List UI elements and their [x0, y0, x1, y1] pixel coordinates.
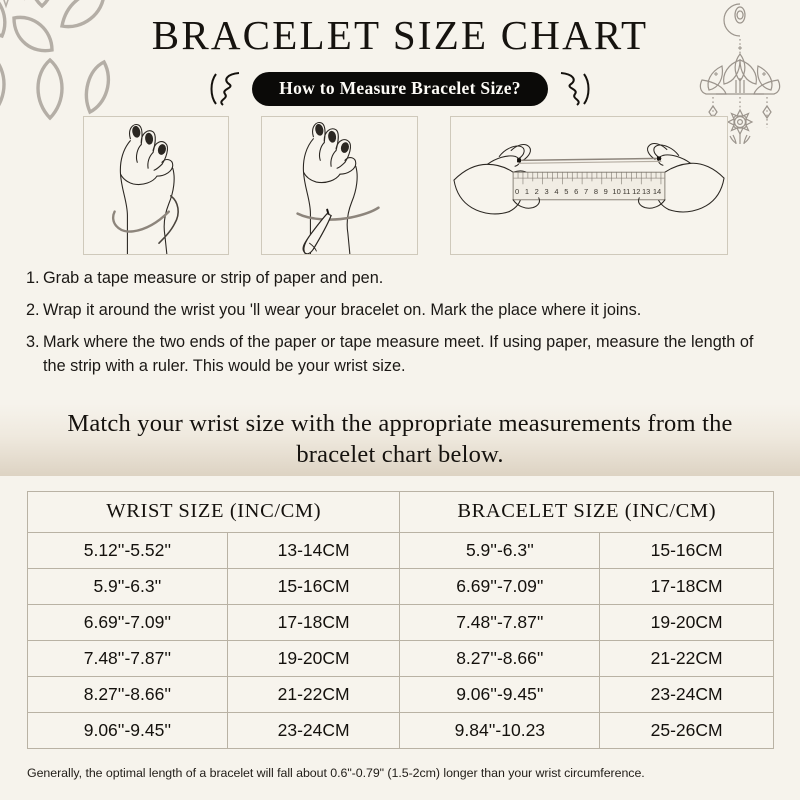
svg-text:1: 1: [525, 187, 529, 196]
cell-wrist-cm: 15-16CM: [226, 568, 401, 605]
cell-bracelet-cm: 15-16CM: [599, 532, 774, 569]
step-number: 3.: [26, 333, 40, 352]
step-text: Grab a tape measure or strip of paper an…: [43, 269, 384, 287]
cell-wrist-inch: 5.12''-5.52'': [27, 532, 228, 569]
svg-text:2: 2: [535, 187, 539, 196]
list-item: 1. Grab a tape measure or strip of paper…: [26, 266, 778, 290]
cell-bracelet-cm: 21-22CM: [599, 640, 774, 677]
cell-bracelet-inch: 9.06''-9.45'': [399, 676, 601, 713]
cell-wrist-inch: 7.48''-7.87'': [27, 640, 228, 677]
cell-bracelet-cm: 25-26CM: [599, 712, 774, 749]
cell-bracelet-cm: 17-18CM: [599, 568, 774, 605]
svg-text:10: 10: [612, 187, 620, 196]
flourish-ornament-icon: [209, 70, 243, 108]
cell-wrist-inch: 8.27''-8.66'': [27, 676, 228, 713]
step-number: 1.: [26, 269, 40, 287]
table-row: 5.12''-5.52'' 13-14CM 5.9''-6.3'' 15-16C…: [27, 532, 774, 569]
svg-text:4: 4: [554, 187, 558, 196]
svg-text:13: 13: [642, 187, 650, 196]
table-row: 6.69''-7.09'' 17-18CM 7.48''-7.87'' 19-2…: [27, 604, 774, 641]
svg-text:5: 5: [564, 187, 568, 196]
cell-wrist-cm: 17-18CM: [226, 604, 401, 641]
hand-marking-tape-illustration: [261, 116, 418, 255]
svg-text:0: 0: [515, 187, 519, 196]
badge-row: How to Measure Bracelet Size?: [0, 70, 800, 108]
svg-text:14: 14: [653, 187, 661, 196]
cell-bracelet-inch: 8.27''-8.66'': [399, 640, 601, 677]
table-header-row: WRIST SIZE (INC/CM) BRACELET SIZE (INC/C…: [26, 491, 774, 533]
table-row: 5.9''-6.3'' 15-16CM 6.69''-7.09'' 17-18C…: [27, 568, 774, 605]
table-row: 8.27''-8.66'' 21-22CM 9.06''-9.45'' 23-2…: [27, 676, 774, 713]
cell-bracelet-cm: 23-24CM: [599, 676, 774, 713]
step-number: 2.: [26, 301, 40, 320]
cell-bracelet-inch: 7.48''-7.87'': [399, 604, 601, 641]
cell-bracelet-cm: 19-20CM: [599, 604, 774, 641]
svg-text:6: 6: [574, 187, 578, 196]
cell-wrist-cm: 13-14CM: [226, 532, 401, 569]
svg-text:11: 11: [623, 187, 631, 196]
svg-text:7: 7: [584, 187, 588, 196]
cell-wrist-inch: 5.9''-6.3'': [27, 568, 228, 605]
cell-bracelet-inch: 6.69''-7.09'': [399, 568, 601, 605]
column-header-wrist-size: WRIST SIZE (INC/CM): [26, 491, 401, 533]
svg-text:3: 3: [545, 187, 549, 196]
cell-wrist-cm: 19-20CM: [226, 640, 401, 677]
column-header-bracelet-size: BRACELET SIZE (INC/CM): [399, 491, 774, 533]
instruction-list: 1. Grab a tape measure or strip of paper…: [26, 266, 778, 386]
match-size-banner: Match your wrist size with the appropria…: [0, 404, 800, 476]
table-row: 7.48''-7.87'' 19-20CM 8.27''-8.66'' 21-2…: [27, 640, 774, 677]
cell-bracelet-inch: 5.9''-6.3'': [399, 532, 601, 569]
banner-text: Match your wrist size with the appropria…: [67, 410, 733, 468]
hand-with-tape-measure-illustration: [83, 116, 229, 255]
cell-wrist-inch: 9.06''-9.45'': [27, 712, 228, 749]
list-item: 3. Mark where the two ends of the paper …: [26, 330, 778, 378]
cell-wrist-cm: 21-22CM: [226, 676, 401, 713]
svg-text:9: 9: [604, 187, 608, 196]
footnote: Generally, the optimal length of a brace…: [27, 766, 645, 780]
page-title: BRACELET SIZE CHART: [151, 12, 649, 58]
flourish-ornament-icon: [557, 70, 591, 108]
list-item: 2. Wrap it around the wrist you 'll wear…: [26, 298, 778, 322]
cell-wrist-inch: 6.69''-7.09'': [27, 604, 228, 641]
how-to-measure-badge: How to Measure Bracelet Size?: [252, 72, 548, 106]
svg-text:12: 12: [632, 187, 640, 196]
table-row: 9.06''-9.45'' 23-24CM 9.84''-10.23 25-26…: [27, 712, 774, 749]
cell-bracelet-inch: 9.84''-10.23: [399, 712, 601, 749]
size-chart-table: WRIST SIZE (INC/CM) BRACELET SIZE (INC/C…: [26, 491, 774, 749]
cell-wrist-cm: 23-24CM: [226, 712, 401, 749]
step-text: Mark where the two ends of the paper or …: [43, 333, 754, 376]
svg-text:8: 8: [594, 187, 598, 196]
step-text: Wrap it around the wrist you 'll wear yo…: [43, 301, 642, 320]
table-body: 5.12''-5.52'' 13-14CM 5.9''-6.3'' 15-16C…: [27, 532, 774, 749]
